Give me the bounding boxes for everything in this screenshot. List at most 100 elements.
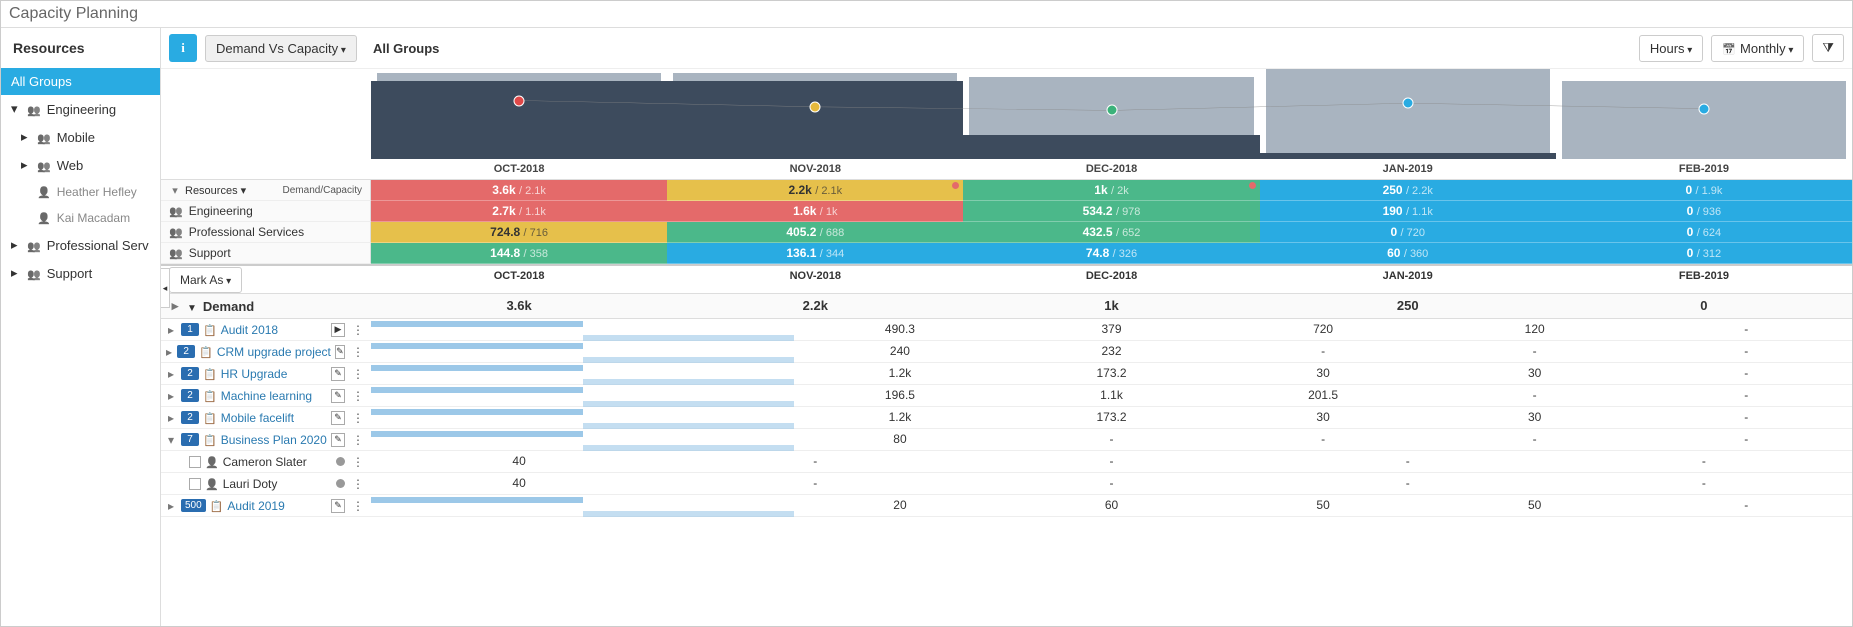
- demand-cell[interactable]: 20: [794, 495, 1006, 516]
- demand-cell[interactable]: -: [1640, 429, 1852, 450]
- demand-cell[interactable]: 60: [1006, 495, 1218, 516]
- gantt-bar[interactable]: [371, 343, 583, 349]
- filter-button[interactable]: ⧩: [1812, 34, 1844, 62]
- demand-cell[interactable]: -: [963, 473, 1259, 494]
- demand-row-name[interactable]: HR Upgrade: [221, 367, 288, 381]
- sidebar-item-engineering[interactable]: ▾ Engineering: [1, 95, 160, 123]
- gantt-bar[interactable]: [371, 321, 583, 327]
- capacity-cell[interactable]: 3.6k / 2.1k: [371, 180, 667, 201]
- sidebar-item-professional-services[interactable]: ▸ Professional Serv: [1, 231, 160, 259]
- sidebar-collapse-handle[interactable]: ◂: [161, 268, 170, 308]
- demand-cell[interactable]: 30: [1217, 363, 1429, 384]
- capacity-row-label[interactable]: Support: [189, 246, 231, 260]
- capacity-row-label[interactable]: Engineering: [189, 204, 253, 218]
- row-menu-icon[interactable]: [349, 411, 367, 425]
- row-menu-icon[interactable]: [349, 389, 367, 403]
- capacity-cell[interactable]: 724.8 / 716: [371, 222, 667, 243]
- capacity-cell[interactable]: 0 / 624: [1556, 222, 1852, 243]
- row-expand-icon[interactable]: ▸: [165, 323, 177, 337]
- demand-cell[interactable]: -: [1640, 407, 1852, 428]
- demand-row[interactable]: ▾7 Business Plan 2020✎80----: [161, 429, 1852, 451]
- sidebar-item-kai[interactable]: Kai Macadam: [1, 205, 160, 231]
- row-expand-icon[interactable]: ▸: [165, 389, 177, 403]
- period-dropdown[interactable]: Monthly: [1711, 35, 1804, 62]
- demand-row[interactable]: ▸2 CRM upgrade project✎240232---: [161, 341, 1852, 363]
- demand-row-name[interactable]: Audit 2018: [221, 323, 278, 337]
- demand-cell[interactable]: 240: [794, 341, 1006, 362]
- demand-cell[interactable]: 232: [1006, 341, 1218, 362]
- demand-cell[interactable]: 201.5: [1217, 385, 1429, 406]
- capacity-row-label[interactable]: Professional Services: [189, 225, 304, 239]
- capacity-cell[interactable]: 2.2k / 2.1k: [667, 180, 963, 201]
- row-menu-icon[interactable]: [349, 499, 367, 513]
- row-menu-icon[interactable]: [349, 323, 367, 337]
- capacity-cell[interactable]: 0 / 936: [1556, 201, 1852, 222]
- demand-row-name[interactable]: Machine learning: [221, 389, 312, 403]
- row-expand-icon[interactable]: ▾: [165, 433, 177, 447]
- demand-cell[interactable]: 50: [1429, 495, 1641, 516]
- unit-dropdown[interactable]: Hours: [1639, 35, 1704, 62]
- demand-cell[interactable]: -: [1640, 363, 1852, 384]
- row-menu-icon[interactable]: [349, 367, 367, 381]
- demand-row-name[interactable]: CRM upgrade project: [217, 345, 331, 359]
- demand-cell[interactable]: -: [667, 473, 963, 494]
- demand-row[interactable]: ▸2 HR Upgrade✎1.2k173.23030-: [161, 363, 1852, 385]
- demand-cell[interactable]: -: [1640, 319, 1852, 340]
- capacity-cell[interactable]: 1k / 2k: [963, 180, 1259, 201]
- demand-cell[interactable]: 30: [1217, 407, 1429, 428]
- demand-cell[interactable]: 1.1k: [1006, 385, 1218, 406]
- demand-cell[interactable]: 173.2: [1006, 363, 1218, 384]
- demand-row-name[interactable]: Business Plan 2020: [221, 433, 327, 447]
- capacity-cell[interactable]: 405.2 / 688: [667, 222, 963, 243]
- capacity-cell[interactable]: 190 / 1.1k: [1260, 201, 1556, 222]
- demand-cell[interactable]: 40: [371, 473, 667, 494]
- demand-cell[interactable]: -: [1556, 473, 1852, 494]
- gantt-bar[interactable]: [371, 497, 583, 503]
- capacity-cell[interactable]: 2.7k / 1.1k: [371, 201, 667, 222]
- edit-button[interactable]: ✎: [331, 367, 345, 381]
- capacity-cell[interactable]: 136.1 / 344: [667, 243, 963, 264]
- edit-button[interactable]: ✎: [331, 433, 345, 447]
- demand-cell[interactable]: -: [667, 451, 963, 472]
- capacity-cell[interactable]: 74.8 / 326: [963, 243, 1259, 264]
- demand-cell[interactable]: 120: [1429, 319, 1641, 340]
- demand-cell[interactable]: -: [1217, 429, 1429, 450]
- info-button[interactable]: i: [169, 34, 197, 62]
- demand-cell[interactable]: 30: [1429, 407, 1641, 428]
- sidebar-item-mobile[interactable]: ▸ Mobile: [1, 123, 160, 151]
- mark-as-dropdown[interactable]: Mark As: [169, 267, 242, 293]
- demand-row[interactable]: Lauri Doty40----: [161, 473, 1852, 495]
- demand-row[interactable]: ▸500 Audit 2019✎20605050-: [161, 495, 1852, 517]
- demand-cell[interactable]: 173.2: [1006, 407, 1218, 428]
- demand-row[interactable]: ▸2 Machine learning✎196.51.1k201.5--: [161, 385, 1852, 407]
- row-menu-icon[interactable]: [349, 455, 367, 469]
- demand-cell[interactable]: -: [1260, 451, 1556, 472]
- gantt-bar[interactable]: [371, 431, 583, 437]
- edit-button[interactable]: ▶: [331, 323, 345, 337]
- demand-cell[interactable]: -: [1556, 451, 1852, 472]
- demand-cell[interactable]: 1.2k: [794, 407, 1006, 428]
- demand-cell[interactable]: -: [1429, 385, 1641, 406]
- demand-row[interactable]: ▸1 Audit 2018▶490.3379720120-: [161, 319, 1852, 341]
- capacity-cell[interactable]: 0 / 720: [1260, 222, 1556, 243]
- row-expand-icon[interactable]: ▸: [165, 367, 177, 381]
- capacity-cell[interactable]: 60 / 360: [1260, 243, 1556, 264]
- row-expand-icon[interactable]: ▸: [165, 499, 177, 513]
- demand-cell[interactable]: 1.2k: [794, 363, 1006, 384]
- demand-cell[interactable]: -: [1640, 341, 1852, 362]
- edit-button[interactable]: ✎: [331, 499, 345, 513]
- capacity-cell[interactable]: 432.5 / 652: [963, 222, 1259, 243]
- sidebar-item-all-groups[interactable]: All Groups: [1, 68, 160, 95]
- demand-cell[interactable]: 196.5: [794, 385, 1006, 406]
- gantt-bar[interactable]: [371, 365, 583, 371]
- filter-icon[interactable]: [187, 299, 197, 314]
- sidebar-item-web[interactable]: ▸ Web: [1, 151, 160, 179]
- row-menu-icon[interactable]: [349, 433, 367, 447]
- demand-cell[interactable]: 80: [794, 429, 1006, 450]
- edit-button[interactable]: ✎: [335, 345, 345, 359]
- demand-row[interactable]: Cameron Slater40----: [161, 451, 1852, 473]
- row-checkbox[interactable]: [189, 478, 201, 490]
- row-expand-icon[interactable]: ▸: [165, 411, 177, 425]
- capacity-cell[interactable]: 534.2 / 978: [963, 201, 1259, 222]
- demand-cell[interactable]: 50: [1217, 495, 1429, 516]
